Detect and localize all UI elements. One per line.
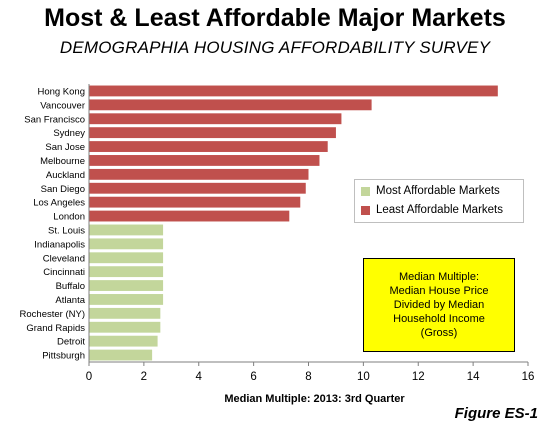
category-label: Buffalo [56, 281, 85, 292]
bar-most [89, 266, 164, 278]
bar-least [89, 85, 498, 97]
x-tick-label: 10 [357, 371, 370, 383]
category-label: Pittsburgh [42, 351, 85, 362]
x-axis-label: Median Multiple: 2013: 3rd Quarter [224, 393, 405, 405]
bar-least [89, 182, 306, 194]
category-label: Auckland [46, 170, 85, 181]
legend-label-least: Least Affordable Markets [376, 204, 503, 216]
legend-item-least: Least Affordable Markets [361, 204, 503, 216]
category-label: London [53, 212, 85, 223]
x-tick-label: 12 [412, 371, 425, 383]
x-tick-label: 6 [250, 371, 256, 383]
category-label: Cleveland [43, 253, 85, 264]
note-line: Median Multiple: [398, 271, 480, 283]
bar-least [89, 113, 342, 125]
legend: Most Affordable Markets Least Affordable… [354, 179, 524, 223]
category-label: Grand Rapids [26, 323, 85, 334]
category-label: Sydney [53, 128, 85, 139]
legend-swatch-least [361, 205, 370, 215]
x-tick-label: 8 [305, 371, 311, 383]
legend-item-most: Most Affordable Markets [361, 185, 500, 197]
bar-least [89, 127, 336, 139]
figure-label: Figure ES-1 [454, 405, 538, 422]
category-label: Atlanta [55, 295, 85, 306]
bar-least [89, 99, 372, 111]
x-tick-label: 2 [141, 371, 147, 383]
category-label: Rochester (NY) [20, 309, 85, 320]
bar-most [89, 280, 164, 291]
chart-title: Most & Least Affordable Major Markets [44, 4, 506, 32]
category-label: San Francisco [24, 114, 85, 125]
legend-label-most: Most Affordable Markets [376, 185, 500, 197]
category-label: San Jose [45, 142, 85, 153]
bar-least [89, 196, 301, 208]
bar-most [89, 321, 161, 333]
x-tick-label: 4 [196, 371, 203, 383]
category-label: St. Louis [48, 225, 85, 236]
bar-most [89, 224, 164, 236]
bar-most [89, 252, 164, 264]
bar-least [89, 155, 320, 166]
category-label: Los Angeles [33, 198, 85, 209]
chart-subtitle: DEMOGRAPHIA HOUSING AFFORDABILITY SURVEY [59, 38, 491, 57]
note-line: Median House Price [389, 285, 489, 297]
bar-most [89, 238, 164, 250]
legend-swatch-most [361, 186, 370, 196]
x-tick-label: 14 [467, 371, 480, 383]
definition-note: Median Multiple: Median House Price Divi… [363, 258, 515, 352]
category-label: Detroit [57, 337, 85, 348]
bar-most [89, 307, 161, 319]
note-line: Divided by Median [393, 299, 485, 311]
note-line: (Gross) [420, 327, 458, 339]
bar-most [89, 335, 158, 347]
category-label: Indianapolis [34, 239, 85, 250]
bar-least [89, 210, 290, 222]
bar-least [89, 141, 328, 152]
category-label: Melbourne [40, 156, 85, 167]
category-label: Cincinnati [43, 267, 85, 278]
x-tick-label: 0 [86, 371, 92, 383]
bar-least [89, 168, 309, 180]
note-line: Household Income [393, 313, 485, 325]
category-label: Hong Kong [37, 86, 85, 97]
bar-most [89, 349, 153, 361]
bar-most [89, 294, 164, 305]
category-label: San Diego [41, 184, 85, 195]
category-label: Vancouver [40, 100, 85, 111]
x-tick-label: 16 [522, 371, 535, 383]
